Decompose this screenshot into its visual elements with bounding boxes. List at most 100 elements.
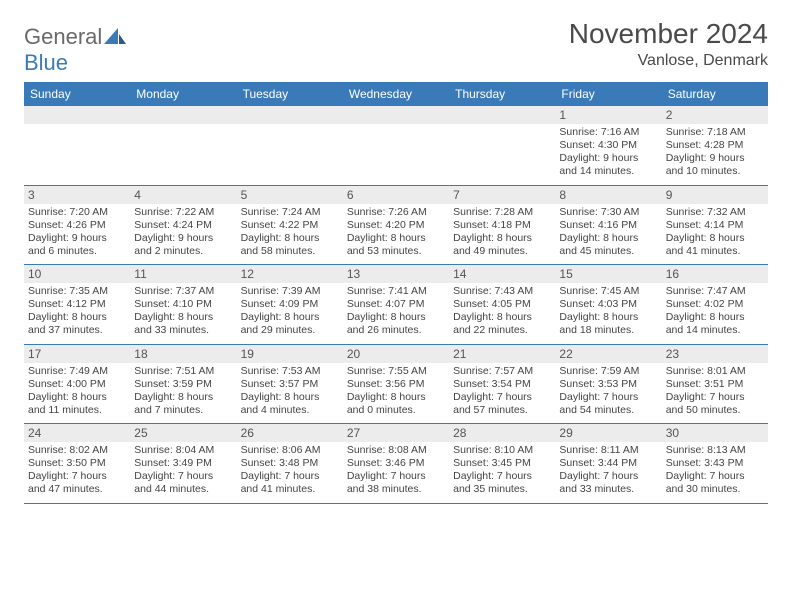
day-info: Sunrise: 7:49 AMSunset: 4:00 PMDaylight:… — [28, 365, 126, 418]
day-cell: 25Sunrise: 8:04 AMSunset: 3:49 PMDayligh… — [130, 424, 236, 504]
day-cell: 29 Sunrise: 8:11 AMSunset: 3:44 PMDayligh… — [555, 424, 661, 504]
day-cell: 5Sunrise: 7:24 AMSunset: 4:22 PMDaylight… — [237, 185, 343, 265]
day-cell: 16Sunrise: 7:47 AMSunset: 4:02 PMDayligh… — [662, 265, 768, 345]
calendar-table: SundayMondayTuesdayWednesdayThursdayFrid… — [24, 82, 768, 504]
day-cell: 9Sunrise: 7:32 AMSunset: 4:14 PMDaylight… — [662, 185, 768, 265]
day-info: Sunrise: 7:45 AMSunset: 4:03 PMDaylight:… — [559, 285, 657, 338]
day-number: 15 — [555, 265, 661, 283]
day-cell: 6 Sunrise: 7:26 AMSunset: 4:20 PMDaylight… — [343, 185, 449, 265]
weekday-header: Wednesday — [343, 82, 449, 106]
day-info: Sunrise: 7:37 AMSunset: 4:10 PMDaylight:… — [134, 285, 232, 338]
day-number: 4 — [130, 186, 236, 204]
weekday-header: Tuesday — [237, 82, 343, 106]
day-cell: 4 Sunrise: 7:22 AMSunset: 4:24 PMDaylight… — [130, 185, 236, 265]
weekday-header-row: SundayMondayTuesdayWednesdayThursdayFrid… — [24, 82, 768, 106]
day-number: 22 — [555, 345, 661, 363]
day-cell: 15 Sunrise: 7:45 AMSunset: 4:03 PMDayligh… — [555, 265, 661, 345]
day-info: Sunrise: 7:51 AMSunset: 3:59 PMDaylight:… — [134, 365, 232, 418]
day-number: 14 — [449, 265, 555, 283]
day-number: 23 — [662, 345, 768, 363]
title-block: November 2024 Vanlose, Denmark — [569, 18, 768, 70]
day-number: 8 — [555, 186, 661, 204]
day-number: 13 — [343, 265, 449, 283]
day-number: 5 — [237, 186, 343, 204]
day-number: 12 — [237, 265, 343, 283]
day-info: Sunrise: 7:55 AMSunset: 3:56 PMDaylight:… — [347, 365, 445, 418]
day-info: Sunrise: 7:16 AMSunset: 4:30 PMDaylight:… — [559, 126, 657, 179]
day-number: 7 — [449, 186, 555, 204]
empty-day-cell — [343, 106, 449, 185]
empty-day-cell — [130, 106, 236, 185]
week-row: 1 Sunrise: 7:16 AMSunset: 4:30 PMDaylight… — [24, 106, 768, 185]
day-cell: 23 Sunrise: 8:01 AMSunset: 3:51 PMDayligh… — [662, 344, 768, 424]
day-cell: 26 Sunrise: 8:06 AMSunset: 3:48 PMDayligh… — [237, 424, 343, 504]
day-info: Sunrise: 7:26 AMSunset: 4:20 PMDaylight:… — [347, 206, 445, 259]
day-number: 17 — [24, 345, 130, 363]
week-row: 3 Sunrise: 7:20 AMSunset: 4:26 PMDaylight… — [24, 185, 768, 265]
day-number: 3 — [24, 186, 130, 204]
day-cell: 13 Sunrise: 7:41 AMSunset: 4:07 PMDayligh… — [343, 265, 449, 345]
weekday-header: Saturday — [662, 82, 768, 106]
day-number: 27 — [343, 424, 449, 442]
day-number: 28 — [449, 424, 555, 442]
day-info: Sunrise: 7:57 AMSunset: 3:54 PMDaylight:… — [453, 365, 551, 418]
day-info: Sunrise: 7:35 AMSunset: 4:12 PMDaylight:… — [28, 285, 126, 338]
day-cell: 1 Sunrise: 7:16 AMSunset: 4:30 PMDaylight… — [555, 106, 661, 185]
day-cell: 21 Sunrise: 7:57 AMSunset: 3:54 PMDayligh… — [449, 344, 555, 424]
brand-sail-icon — [104, 28, 126, 44]
day-number: 16 — [662, 265, 768, 283]
day-info: Sunrise: 7:20 AMSunset: 4:26 PMDaylight:… — [28, 206, 126, 259]
day-info: Sunrise: 8:01 AMSunset: 3:51 PMDaylight:… — [666, 365, 764, 418]
brand-part2: Blue — [24, 50, 68, 75]
day-number: 21 — [449, 345, 555, 363]
day-info: Sunrise: 7:59 AMSunset: 3:53 PMDaylight:… — [559, 365, 657, 418]
day-number: 29 — [555, 424, 661, 442]
day-info: Sunrise: 7:28 AMSunset: 4:18 PMDaylight:… — [453, 206, 551, 259]
day-number: 10 — [24, 265, 130, 283]
day-cell: 10 Sunrise: 7:35 AMSunset: 4:12 PMDayligh… — [24, 265, 130, 345]
brand-part1: General — [24, 24, 102, 49]
week-row: 24 Sunrise: 8:02 AMSunset: 3:50 PMDayligh… — [24, 424, 768, 504]
day-info: Sunrise: 7:30 AMSunset: 4:16 PMDaylight:… — [559, 206, 657, 259]
header: General Blue November 2024 Vanlose, Denm… — [24, 18, 768, 76]
day-info: Sunrise: 7:53 AMSunset: 3:57 PMDaylight:… — [241, 365, 339, 418]
day-cell: 11Sunrise: 7:37 AMSunset: 4:10 PMDayligh… — [130, 265, 236, 345]
empty-num-strip — [449, 106, 555, 124]
weekday-header: Friday — [555, 82, 661, 106]
day-info: Sunrise: 8:02 AMSunset: 3:50 PMDaylight:… — [28, 444, 126, 497]
day-info: Sunrise: 7:41 AMSunset: 4:07 PMDaylight:… — [347, 285, 445, 338]
weekday-header: Monday — [130, 82, 236, 106]
day-cell: 24 Sunrise: 8:02 AMSunset: 3:50 PMDayligh… — [24, 424, 130, 504]
day-number: 18 — [130, 345, 236, 363]
day-cell: 22 Sunrise: 7:59 AMSunset: 3:53 PMDayligh… — [555, 344, 661, 424]
day-cell: 28Sunrise: 8:10 AMSunset: 3:45 PMDayligh… — [449, 424, 555, 504]
calendar-body: 1 Sunrise: 7:16 AMSunset: 4:30 PMDaylight… — [24, 106, 768, 503]
day-number: 9 — [662, 186, 768, 204]
day-number: 24 — [24, 424, 130, 442]
day-number: 6 — [343, 186, 449, 204]
day-info: Sunrise: 8:04 AMSunset: 3:49 PMDaylight:… — [134, 444, 232, 497]
empty-day-cell — [237, 106, 343, 185]
day-cell: 3 Sunrise: 7:20 AMSunset: 4:26 PMDaylight… — [24, 185, 130, 265]
day-cell: 20 Sunrise: 7:55 AMSunset: 3:56 PMDayligh… — [343, 344, 449, 424]
day-cell: 17 Sunrise: 7:49 AMSunset: 4:00 PMDayligh… — [24, 344, 130, 424]
day-number: 2 — [662, 106, 768, 124]
empty-num-strip — [24, 106, 130, 124]
weekday-header: Thursday — [449, 82, 555, 106]
empty-num-strip — [237, 106, 343, 124]
day-cell: 18 Sunrise: 7:51 AMSunset: 3:59 PMDayligh… — [130, 344, 236, 424]
weekday-header: Sunday — [24, 82, 130, 106]
day-cell: 12 Sunrise: 7:39 AMSunset: 4:09 PMDayligh… — [237, 265, 343, 345]
day-cell: 19 Sunrise: 7:53 AMSunset: 3:57 PMDayligh… — [237, 344, 343, 424]
day-number: 1 — [555, 106, 661, 124]
day-info: Sunrise: 7:39 AMSunset: 4:09 PMDaylight:… — [241, 285, 339, 338]
day-number: 26 — [237, 424, 343, 442]
day-cell: 27Sunrise: 8:08 AMSunset: 3:46 PMDayligh… — [343, 424, 449, 504]
day-number: 20 — [343, 345, 449, 363]
day-cell: 7 Sunrise: 7:28 AMSunset: 4:18 PMDaylight… — [449, 185, 555, 265]
day-info: Sunrise: 8:06 AMSunset: 3:48 PMDaylight:… — [241, 444, 339, 497]
brand-logo: General Blue — [24, 18, 126, 76]
day-info: Sunrise: 8:11 AMSunset: 3:44 PMDaylight:… — [559, 444, 657, 497]
day-info: Sunrise: 7:22 AMSunset: 4:24 PMDaylight:… — [134, 206, 232, 259]
day-number: 19 — [237, 345, 343, 363]
